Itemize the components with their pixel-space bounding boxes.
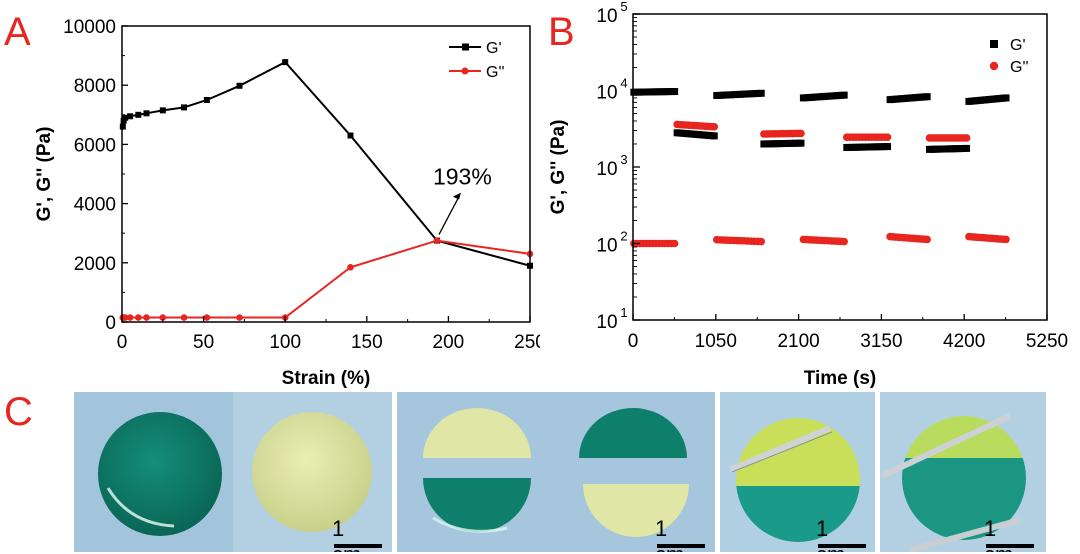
data-point: [121, 314, 129, 321]
y-axis-label-b: G', G'' (Pa): [548, 120, 569, 215]
data-point: [236, 82, 243, 89]
green-half-top: [579, 408, 687, 458]
green-half-bottom: [423, 478, 531, 532]
y-tick-label-a: 6000: [74, 135, 116, 156]
y-tick-label-b: 10: [596, 83, 617, 104]
y-tick-label-b: 10: [596, 236, 617, 257]
data-point: [923, 235, 931, 244]
annotation-193: 193%: [433, 164, 492, 190]
data-point: [710, 123, 719, 131]
y-tick-exponent-b: 5: [620, 0, 627, 14]
data-point: [135, 314, 142, 321]
y-tick-label-a: 8000: [74, 76, 116, 97]
data-point: [1002, 235, 1010, 244]
yellow-half-top: [423, 408, 531, 458]
y-tick-label-b: 10: [596, 312, 617, 333]
data-point: [203, 97, 210, 103]
data-point: [757, 237, 766, 246]
data-point: [797, 139, 805, 147]
y-tick-label-a: 0: [105, 313, 116, 334]
data-point: [347, 132, 354, 139]
x-axis-label-a: Strain (%): [282, 368, 371, 389]
legend-label-a: G': [486, 40, 502, 57]
x-tick-label-a: 200: [433, 332, 465, 353]
y-tick-label-b: 10: [596, 159, 617, 180]
y-tick-exponent-b: 4: [620, 76, 627, 91]
x-tick-label-b: 5250: [1026, 331, 1068, 352]
data-point: [1002, 94, 1010, 102]
y-tick-exponent-b: 2: [620, 229, 627, 244]
data-point: [757, 89, 765, 97]
data-point: [143, 314, 150, 321]
panel-label-c: C: [4, 390, 33, 434]
y-axis-label-a: G', G'' (Pa): [34, 127, 55, 222]
x-tick-label-b: 4200: [943, 331, 985, 352]
data-point: [962, 134, 971, 142]
legend-label-b: G'': [1010, 59, 1029, 76]
x-tick-label-a: 250: [514, 332, 540, 353]
yellow-half-bottom: [583, 484, 689, 537]
data-point: [670, 239, 679, 248]
yellow-gel-disc: [252, 412, 372, 532]
data-point: [282, 59, 289, 66]
data-point: [923, 93, 931, 101]
strain-sweep-chart: 0 50 100 150 200 250 0 2000 4000 6000 8000 10000 St…: [34, 17, 540, 389]
data-point: [159, 314, 167, 321]
data-point: [135, 111, 142, 118]
legend-label-a: G'': [486, 64, 505, 81]
data-point: [159, 107, 166, 114]
panel-label-b: B: [548, 10, 575, 54]
watermark: 大数跨境: [6, 524, 67, 542]
data-point: [884, 143, 892, 151]
x-tick-label-a: 150: [351, 332, 383, 353]
data-point: [119, 123, 126, 130]
photo-cut-halves: 1 cm: [397, 392, 715, 552]
x-tick-label-b: 0: [628, 331, 639, 352]
photo-healed-gel-stretch-1: 1 cm: [720, 392, 875, 552]
y-tick-exponent-b: 3: [620, 152, 627, 167]
x-axis-label-b: Time (s): [804, 368, 877, 389]
y-tick-exponent-b: 1: [620, 305, 627, 320]
data-point: [180, 314, 188, 321]
data-point: [127, 113, 134, 120]
legend-label-b: G': [1010, 37, 1026, 54]
data-point: [840, 91, 848, 99]
x-tick-label-a: 100: [269, 332, 301, 353]
y-tick-label-a: 10000: [63, 17, 116, 38]
data-point: [347, 263, 354, 271]
green-gel-disc: [98, 412, 222, 536]
photo-whole-gels: 1 cm: [74, 392, 392, 552]
x-tick-label-a: 0: [117, 332, 128, 353]
data-point: [126, 314, 134, 321]
x-tick-label-b: 2100: [777, 331, 819, 352]
data-point: [883, 133, 892, 142]
data-point: [122, 114, 129, 121]
data-point: [143, 110, 150, 117]
data-point: [710, 132, 718, 140]
y-tick-label-a: 2000: [74, 254, 116, 275]
x-tick-label-b: 1050: [695, 331, 737, 352]
data-point: [181, 104, 188, 111]
y-tick-label-b: 10: [596, 6, 617, 27]
data-point: [433, 237, 441, 244]
series-line-g-double-prime: [122, 239, 531, 319]
panel-label-a: A: [4, 10, 31, 54]
x-tick-label-b: 3150: [860, 331, 902, 352]
data-point: [671, 88, 679, 96]
x-tick-label-a: 50: [193, 332, 214, 353]
data-point: [840, 237, 848, 246]
data-point: [203, 314, 211, 321]
photo-healed-gel-stretch-2: 1 cm: [880, 392, 1046, 552]
data-point: [797, 129, 805, 138]
data-point: [236, 314, 243, 321]
y-tick-label-a: 4000: [74, 195, 116, 216]
data-point: [963, 144, 971, 152]
